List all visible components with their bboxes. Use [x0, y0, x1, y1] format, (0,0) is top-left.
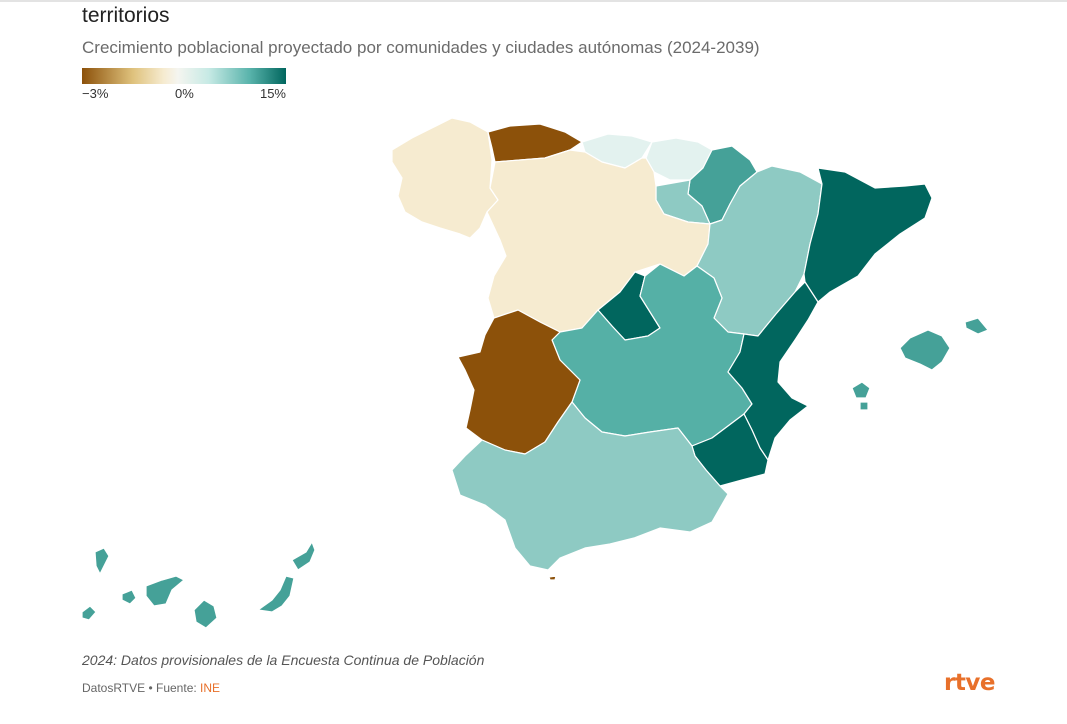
legend-mid-label: 0% [175, 86, 194, 101]
chart-title: territorios [82, 4, 170, 27]
legend-min-label: −3% [82, 86, 109, 101]
legend-gradient-bar [82, 68, 286, 84]
legend-labels: −3% 0% 15% [82, 86, 286, 102]
top-divider [0, 0, 1067, 2]
legend-max-label: 15% [259, 86, 286, 101]
rtve-logo[interactable]: rtve [944, 670, 995, 696]
region-canarias[interactable] [81, 541, 316, 629]
chart-subtitle: Crecimiento poblacional proyectado por c… [82, 38, 760, 57]
source-link[interactable]: INE [200, 681, 221, 695]
region-baleares[interactable] [851, 317, 989, 411]
region-valencia[interactable] [727, 281, 819, 461]
region-galicia[interactable] [391, 117, 499, 239]
color-legend: −3% 0% 15% [82, 68, 286, 102]
footnote: 2024: Datos provisionales de la Encuesta… [82, 652, 485, 668]
source-credit: DatosRTVE • Fuente: INE [82, 681, 220, 695]
region-ceuta[interactable] [548, 575, 557, 581]
region-andalucia[interactable] [451, 401, 729, 571]
region-cataluna[interactable] [803, 167, 933, 303]
credit-text: DatosRTVE • Fuente: [82, 681, 201, 695]
